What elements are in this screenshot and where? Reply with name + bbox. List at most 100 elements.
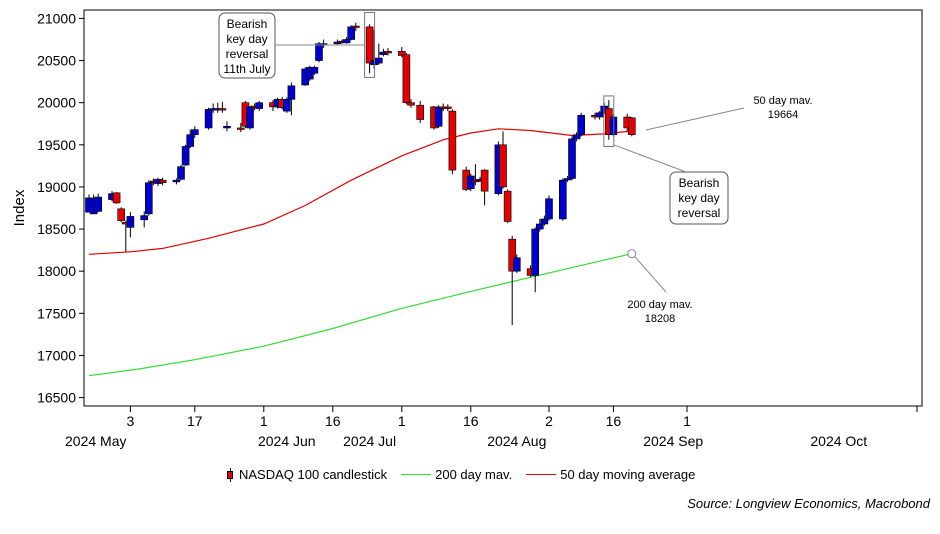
candle [499, 131, 507, 189]
candle-body [568, 138, 576, 179]
legend-item-200: 200 day mav. [401, 467, 512, 482]
x-month-label: 2024 Sep [643, 433, 703, 449]
candle [177, 165, 185, 181]
callout-bearish-aug-line: Bearish [679, 176, 720, 190]
candle-body [407, 102, 415, 106]
y-axis: 16500 17000 17500 18000 18500 19000 19500 20000… [37, 10, 84, 406]
highlight-box-aug [603, 95, 615, 147]
x-tick-label: 2 [545, 413, 553, 429]
candle [402, 52, 411, 105]
candle [158, 177, 167, 186]
mav200-value: 18208 [645, 313, 676, 325]
y-tick-label: 21000 [37, 10, 76, 26]
candle-body [535, 223, 544, 230]
x-tick-label: 1 [398, 413, 406, 429]
candle-body [508, 238, 517, 272]
candle [365, 24, 374, 74]
candle [237, 122, 245, 133]
y-tick-label: 19000 [37, 179, 76, 195]
x-tick-label: 1 [683, 413, 691, 429]
candle [126, 212, 135, 238]
x-month-label: 2024 Jun [258, 433, 316, 449]
candle-body [181, 146, 190, 166]
candle-body [374, 57, 383, 64]
callout-bearish-jul-line: key day [226, 32, 267, 46]
y-tick-label: 17500 [37, 305, 76, 321]
candle [94, 193, 102, 213]
candle-body [287, 85, 296, 100]
candle [379, 48, 388, 57]
candle-body [531, 228, 540, 276]
candle-body [237, 127, 245, 130]
y-tick-label: 16500 [37, 390, 76, 406]
candle [448, 109, 457, 175]
candle-body [384, 50, 392, 54]
callout-bearish-jul-line: reversal [226, 47, 269, 61]
candle [181, 144, 190, 166]
candle [172, 178, 181, 185]
series-layer [88, 128, 632, 377]
candle [397, 47, 406, 58]
candle-body [365, 26, 374, 64]
candle [384, 47, 392, 56]
candle-body [402, 54, 411, 103]
candle-body [480, 169, 489, 192]
candle-body [512, 257, 521, 272]
candle-body [558, 179, 567, 220]
candle-body [310, 66, 319, 74]
mav50-label: 50 day mav. [753, 95, 812, 107]
candle [255, 100, 263, 112]
x-tick-label: 3 [127, 413, 135, 429]
candle [531, 227, 540, 293]
candle-body [204, 109, 213, 129]
candle-body [223, 125, 231, 129]
candle [140, 211, 148, 228]
candle-body [158, 179, 167, 184]
candle-body [351, 25, 360, 28]
candle [545, 195, 553, 221]
candle-body [172, 179, 181, 183]
candle [374, 43, 383, 65]
y-tick-label: 18500 [37, 221, 76, 237]
mav50-line [88, 128, 632, 255]
candle [204, 107, 213, 130]
candle [223, 121, 231, 132]
candle [466, 173, 475, 192]
candle-body [379, 51, 388, 55]
x-tick-label: 1 [260, 413, 268, 429]
x-tick-label: 17 [187, 413, 203, 429]
candle [246, 106, 254, 130]
candlestick-icon [225, 467, 235, 482]
candle-body [397, 50, 406, 56]
candle [512, 254, 521, 273]
candle-body [466, 175, 475, 189]
candle-body [499, 144, 507, 188]
x-month-label: 2024 Jul [343, 433, 396, 449]
candle [310, 65, 319, 75]
mav200-line [88, 253, 632, 377]
candle-body [186, 134, 194, 147]
candle [191, 126, 199, 139]
candle [282, 97, 291, 113]
candle-body [545, 198, 553, 220]
candle-body [342, 39, 351, 44]
callout-bearish-aug-line: key day [678, 191, 719, 205]
candle [572, 132, 581, 142]
candle-body [126, 216, 135, 228]
mav200-label: 200 day mav. [627, 299, 692, 311]
legend: NASDAQ 100 candlestick 200 day mav. 50 d… [225, 467, 709, 482]
candle-body [315, 43, 323, 61]
legend-item-candles: NASDAQ 100 candlestick [225, 467, 387, 482]
plot-frame [83, 9, 923, 407]
candle-body [191, 129, 199, 135]
candle-body [563, 178, 572, 181]
candle [568, 136, 576, 181]
candle-body [177, 166, 185, 180]
candle [112, 191, 121, 204]
candle-body [347, 26, 356, 40]
candle-body [94, 196, 102, 212]
